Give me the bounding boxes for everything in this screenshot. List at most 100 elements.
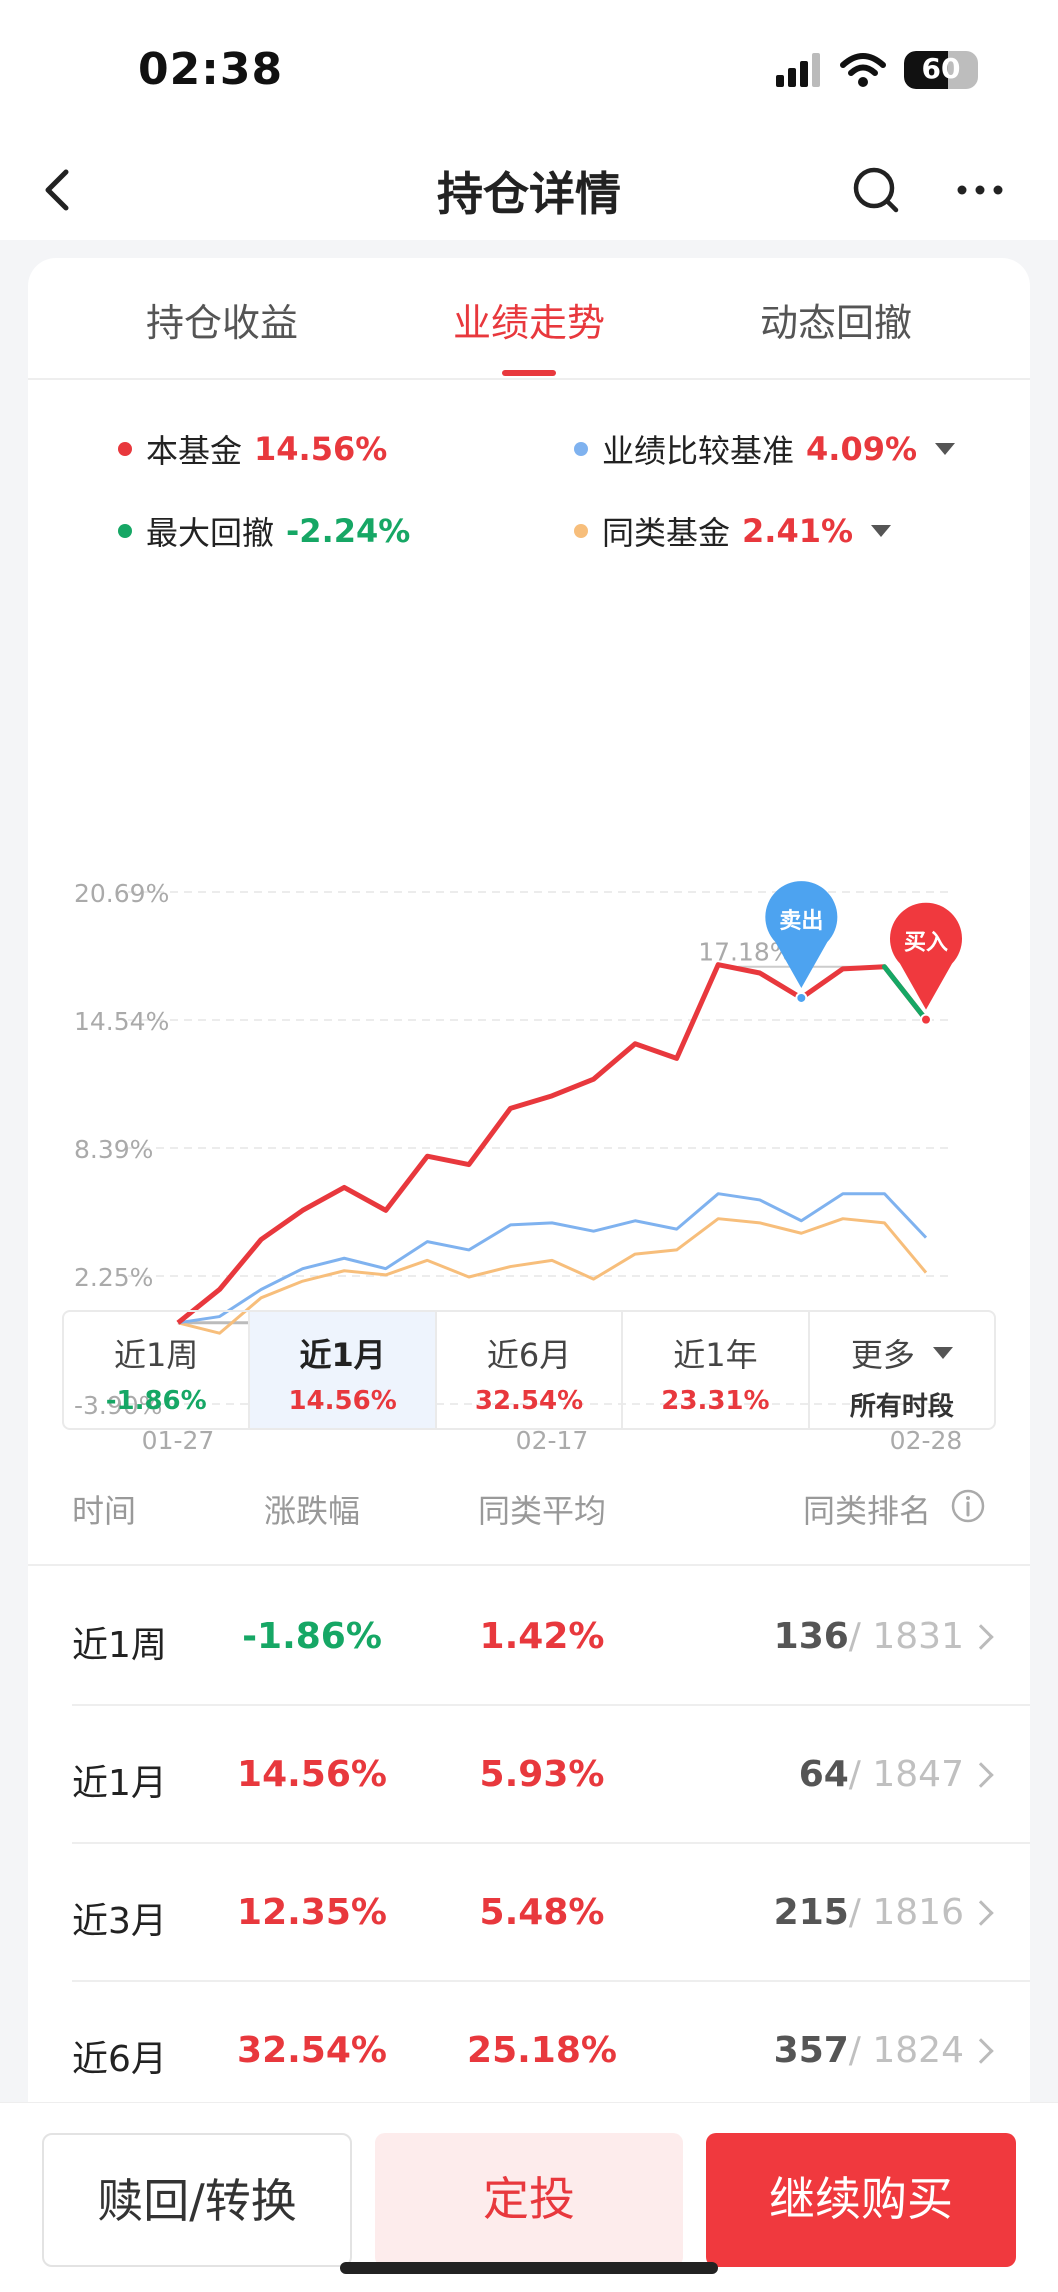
row-change: 12.35% bbox=[237, 1892, 387, 1933]
period-label: 近1年 bbox=[673, 1336, 758, 1374]
period-value: 14.56% bbox=[288, 1386, 397, 1416]
y-tick-label: -3.90% bbox=[74, 1391, 162, 1420]
rank-total: / 1816 bbox=[848, 1892, 964, 1933]
rank-value: 64 bbox=[798, 1754, 849, 1795]
status-bar: 02:38 60 bbox=[0, 0, 1058, 140]
rank-total: / 1831 bbox=[848, 1616, 964, 1657]
buy-marker-label: 买入 bbox=[904, 931, 948, 956]
period-1m[interactable]: 近1月 14.56% bbox=[250, 1312, 437, 1428]
buy-marker-dot bbox=[920, 1013, 932, 1026]
rank-value: 357 bbox=[773, 2030, 849, 2071]
row-change: 14.56% bbox=[237, 1754, 387, 1795]
chevron-left-icon[interactable] bbox=[30, 160, 90, 220]
y-tick-label: 2.25% bbox=[74, 1263, 153, 1292]
legend-label: 同类基金 bbox=[602, 514, 731, 552]
x-tick-label: 02-28 bbox=[890, 1426, 963, 1455]
y-tick-label: 8.39% bbox=[74, 1135, 153, 1164]
tab-dynamic-drawdown[interactable]: 动态回撤 bbox=[759, 301, 912, 345]
period-label: 更多 bbox=[810, 1330, 994, 1376]
chevron-right-icon bbox=[968, 1762, 994, 1788]
period-value: 所有时段 bbox=[849, 1392, 954, 1422]
legend-max-drawdown: 最大回撤 -2.24% bbox=[118, 508, 410, 554]
period-1y[interactable]: 近1年 23.31% bbox=[623, 1312, 810, 1428]
chevron-right-icon bbox=[968, 1900, 994, 1926]
status-icons: 60 bbox=[776, 50, 978, 90]
legend-value: 2.41% bbox=[742, 512, 854, 550]
row-rank: 64/ 1847 bbox=[799, 1754, 964, 1795]
more-icon[interactable] bbox=[950, 160, 1010, 220]
rank-value: 215 bbox=[773, 1892, 849, 1933]
row-time: 近1周 bbox=[72, 1625, 167, 1666]
period-label: 近6月 bbox=[486, 1336, 572, 1374]
period-value: -1.86% bbox=[105, 1386, 207, 1416]
wifi-icon bbox=[840, 53, 886, 87]
period-selector: 近1周 -1.86% 近1月 14.56% 近6月 32.54% 近1年 23.… bbox=[62, 1310, 996, 1430]
table-row[interactable]: 近1周 -1.86% 1.42% 136/ 1831 bbox=[72, 1568, 1030, 1706]
performance-chart[interactable]: 20.69% 14.54% 8.39% 2.25% -3.90% 01-27 02-17 02… bbox=[28, 558, 1030, 1518]
series-line bbox=[177, 1217, 928, 1335]
header-peer-avg: 同类平均 bbox=[477, 1492, 606, 1530]
legend-label: 业绩比较基准 bbox=[602, 432, 795, 470]
continue-buy-button[interactable]: 继续购买 bbox=[706, 2133, 1016, 2267]
legend-value: 14.56% bbox=[254, 430, 388, 468]
period-1w[interactable]: 近1周 -1.86% bbox=[64, 1312, 251, 1428]
header-change: 涨跌幅 bbox=[263, 1492, 360, 1530]
table-row[interactable]: 近1月 14.56% 5.93% 64/ 1847 bbox=[72, 1706, 1030, 1844]
row-peer-avg: 5.93% bbox=[479, 1754, 605, 1795]
row-rank: 136/ 1831 bbox=[774, 1616, 964, 1657]
legend-peer-funds[interactable]: 同类基金 2.41% bbox=[574, 508, 892, 554]
table-row[interactable]: 近3月 12.35% 5.48% 215/ 1816 bbox=[72, 1844, 1030, 1982]
rank-value: 136 bbox=[773, 1616, 849, 1657]
header-time: 时间 bbox=[72, 1492, 137, 1530]
signal-icon bbox=[776, 53, 820, 87]
buy-marker-pin bbox=[890, 902, 962, 1010]
dropdown-triangle-icon[interactable] bbox=[871, 525, 892, 537]
page-title: 持仓详情 bbox=[437, 167, 621, 221]
battery-level: 60 bbox=[921, 52, 961, 85]
redeem-convert-button[interactable]: 赎回/转换 bbox=[42, 2133, 352, 2267]
row-rank: 357/ 1824 bbox=[774, 2030, 964, 2071]
bottom-action-bar: 赎回/转换 定投 继续购买 bbox=[0, 2102, 1058, 2292]
legend-value: -2.24% bbox=[286, 512, 411, 550]
dropdown-triangle-icon bbox=[932, 1347, 953, 1359]
sell-marker-label: 卖出 bbox=[779, 908, 823, 934]
period-more-label: 更多 bbox=[850, 1336, 915, 1374]
period-6m[interactable]: 近6月 32.54% bbox=[437, 1312, 624, 1428]
row-rank: 215/ 1816 bbox=[774, 1892, 964, 1933]
header-peer-rank: 同类排名 bbox=[803, 1492, 932, 1530]
rank-total: / 1847 bbox=[848, 1754, 964, 1795]
dropdown-triangle-icon[interactable] bbox=[935, 443, 956, 455]
tab-holding-profit[interactable]: 持仓收益 bbox=[145, 301, 298, 345]
legend-dot bbox=[574, 442, 588, 456]
legend-label: 本基金 bbox=[146, 432, 243, 470]
period-more[interactable]: 更多 所有时段 bbox=[810, 1312, 994, 1428]
period-label: 近1月 bbox=[299, 1336, 386, 1374]
legend-value: 4.09% bbox=[806, 430, 918, 468]
legend-benchmark[interactable]: 业绩比较基准 4.09% bbox=[574, 426, 956, 472]
x-tick-label: 02-17 bbox=[516, 1426, 589, 1455]
y-tick-label: 14.54% bbox=[74, 1007, 169, 1036]
nav-bar: 持仓详情 bbox=[0, 140, 1058, 240]
row-time: 近3月 bbox=[72, 1901, 167, 1942]
tab-performance-trend[interactable]: 业绩走势 bbox=[452, 301, 605, 345]
row-change: 32.54% bbox=[237, 2030, 387, 2071]
row-time: 近1月 bbox=[72, 1763, 167, 1804]
row-peer-avg: 1.42% bbox=[479, 1616, 605, 1657]
chevron-right-icon bbox=[968, 2038, 994, 2064]
chevron-right-icon bbox=[968, 1624, 994, 1650]
sell-marker-dot bbox=[795, 991, 808, 1004]
status-time: 02:38 bbox=[138, 44, 284, 95]
period-label: 近1周 bbox=[114, 1336, 199, 1374]
info-icon[interactable] bbox=[950, 1488, 986, 1524]
sell-marker-pin bbox=[765, 881, 838, 988]
row-peer-avg: 25.18% bbox=[467, 2030, 617, 2071]
sip-button[interactable]: 定投 bbox=[375, 2133, 683, 2267]
series-line bbox=[177, 1192, 928, 1325]
period-value: 32.54% bbox=[474, 1386, 584, 1416]
legend-dot bbox=[574, 524, 588, 538]
table-row[interactable]: 近6月 32.54% 25.18% 357/ 1824 bbox=[72, 1982, 1030, 2120]
legend-fund: 本基金 14.56% bbox=[118, 426, 387, 472]
search-icon[interactable] bbox=[846, 160, 906, 220]
main-card: 持仓收益 业绩走势 动态回撤 本基金 14.56% 业绩比较基准 4.09% 最… bbox=[28, 258, 1030, 2292]
home-indicator bbox=[340, 2262, 718, 2274]
